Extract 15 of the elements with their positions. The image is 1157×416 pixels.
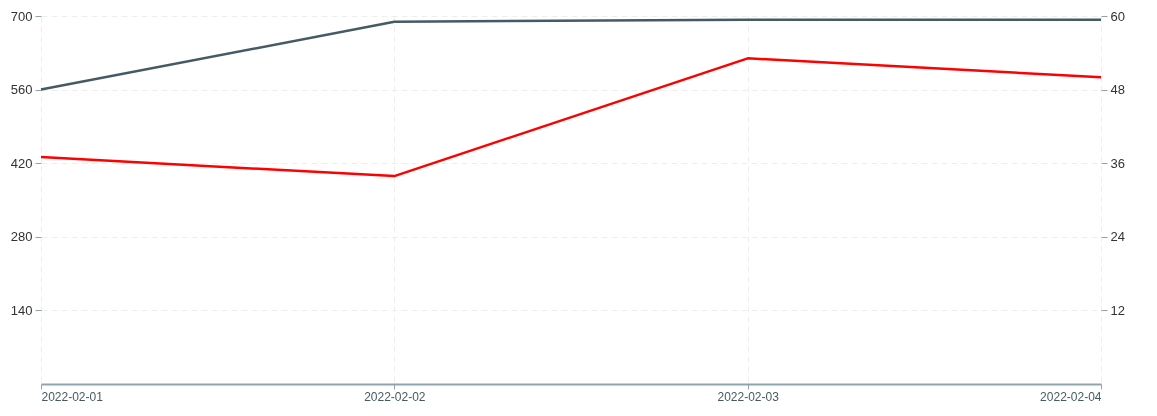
y-tick-label: 560 (10, 82, 33, 98)
line-series (39, 57, 1103, 178)
y-tick-label: 140 (10, 302, 33, 318)
y2-tick-label: 36 (1110, 155, 1125, 171)
y-tick-label: 420 (10, 155, 33, 171)
y-tick-label: 280 (10, 229, 33, 245)
x-tick-label: 2022-02-01 (41, 389, 104, 404)
y-tick-label: 700 (10, 8, 33, 24)
x-tick-label: 2022-02-03 (717, 389, 780, 404)
y2-tick-label: 24 (1110, 229, 1125, 245)
y2-tick-label: 48 (1110, 82, 1125, 98)
x-tick-label: 2022-02-02 (364, 389, 426, 404)
x-tick-label: 2022-02-04 (1040, 389, 1102, 404)
y2-tick-label: 12 (1110, 302, 1125, 318)
y2-tick-label: 60 (1110, 8, 1125, 24)
